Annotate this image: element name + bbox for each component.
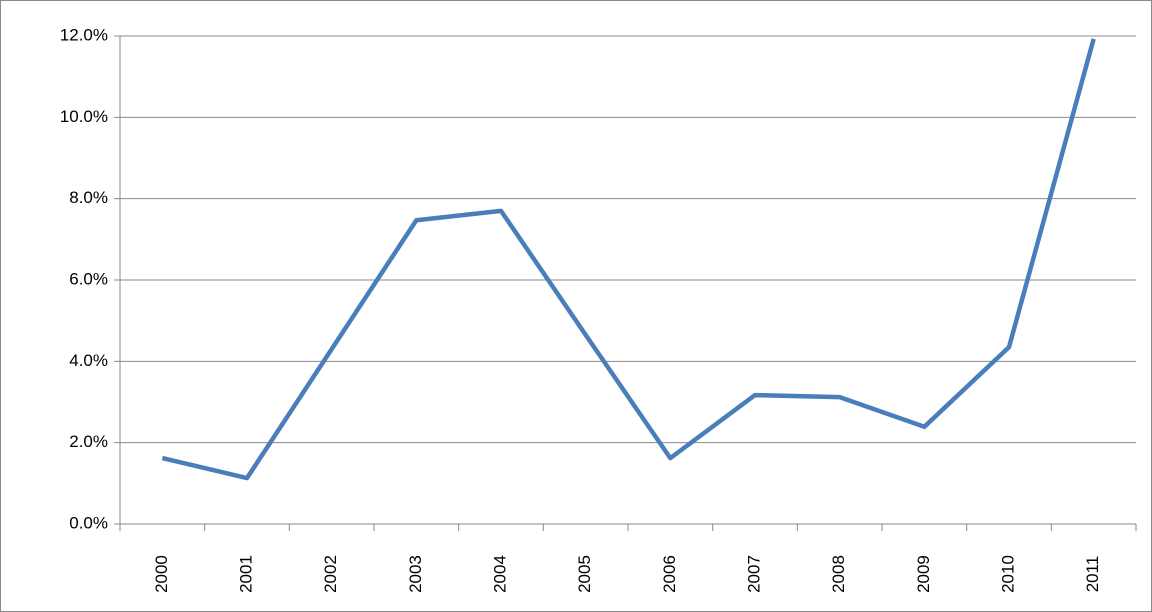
data-line xyxy=(161,38,1096,481)
x-tick-label: 2004 xyxy=(490,555,509,593)
y-tick-label: 12.0% xyxy=(60,25,108,44)
y-tick-label: 6.0% xyxy=(69,269,108,288)
y-tick-label: 8.0% xyxy=(69,188,108,207)
x-tick-label: 2010 xyxy=(998,555,1017,593)
y-tick-label: 10.0% xyxy=(60,107,108,126)
x-tick-label: 2003 xyxy=(406,555,425,593)
x-tick-label: 2001 xyxy=(236,555,255,593)
x-tick-label: 2006 xyxy=(660,555,679,593)
y-tick-label: 4.0% xyxy=(69,351,108,370)
x-tick-label: 2000 xyxy=(152,555,171,593)
x-tick-label: 2007 xyxy=(744,555,763,593)
x-tick-label: 2002 xyxy=(321,555,340,593)
x-tick-label: 2011 xyxy=(1083,556,1102,593)
x-tick-label: 2009 xyxy=(914,555,933,593)
y-tick-label: 0.0% xyxy=(69,513,108,532)
y-tick-label: 2.0% xyxy=(69,432,108,451)
x-tick-label: 2008 xyxy=(829,555,848,593)
x-tick-label: 2005 xyxy=(575,555,594,593)
